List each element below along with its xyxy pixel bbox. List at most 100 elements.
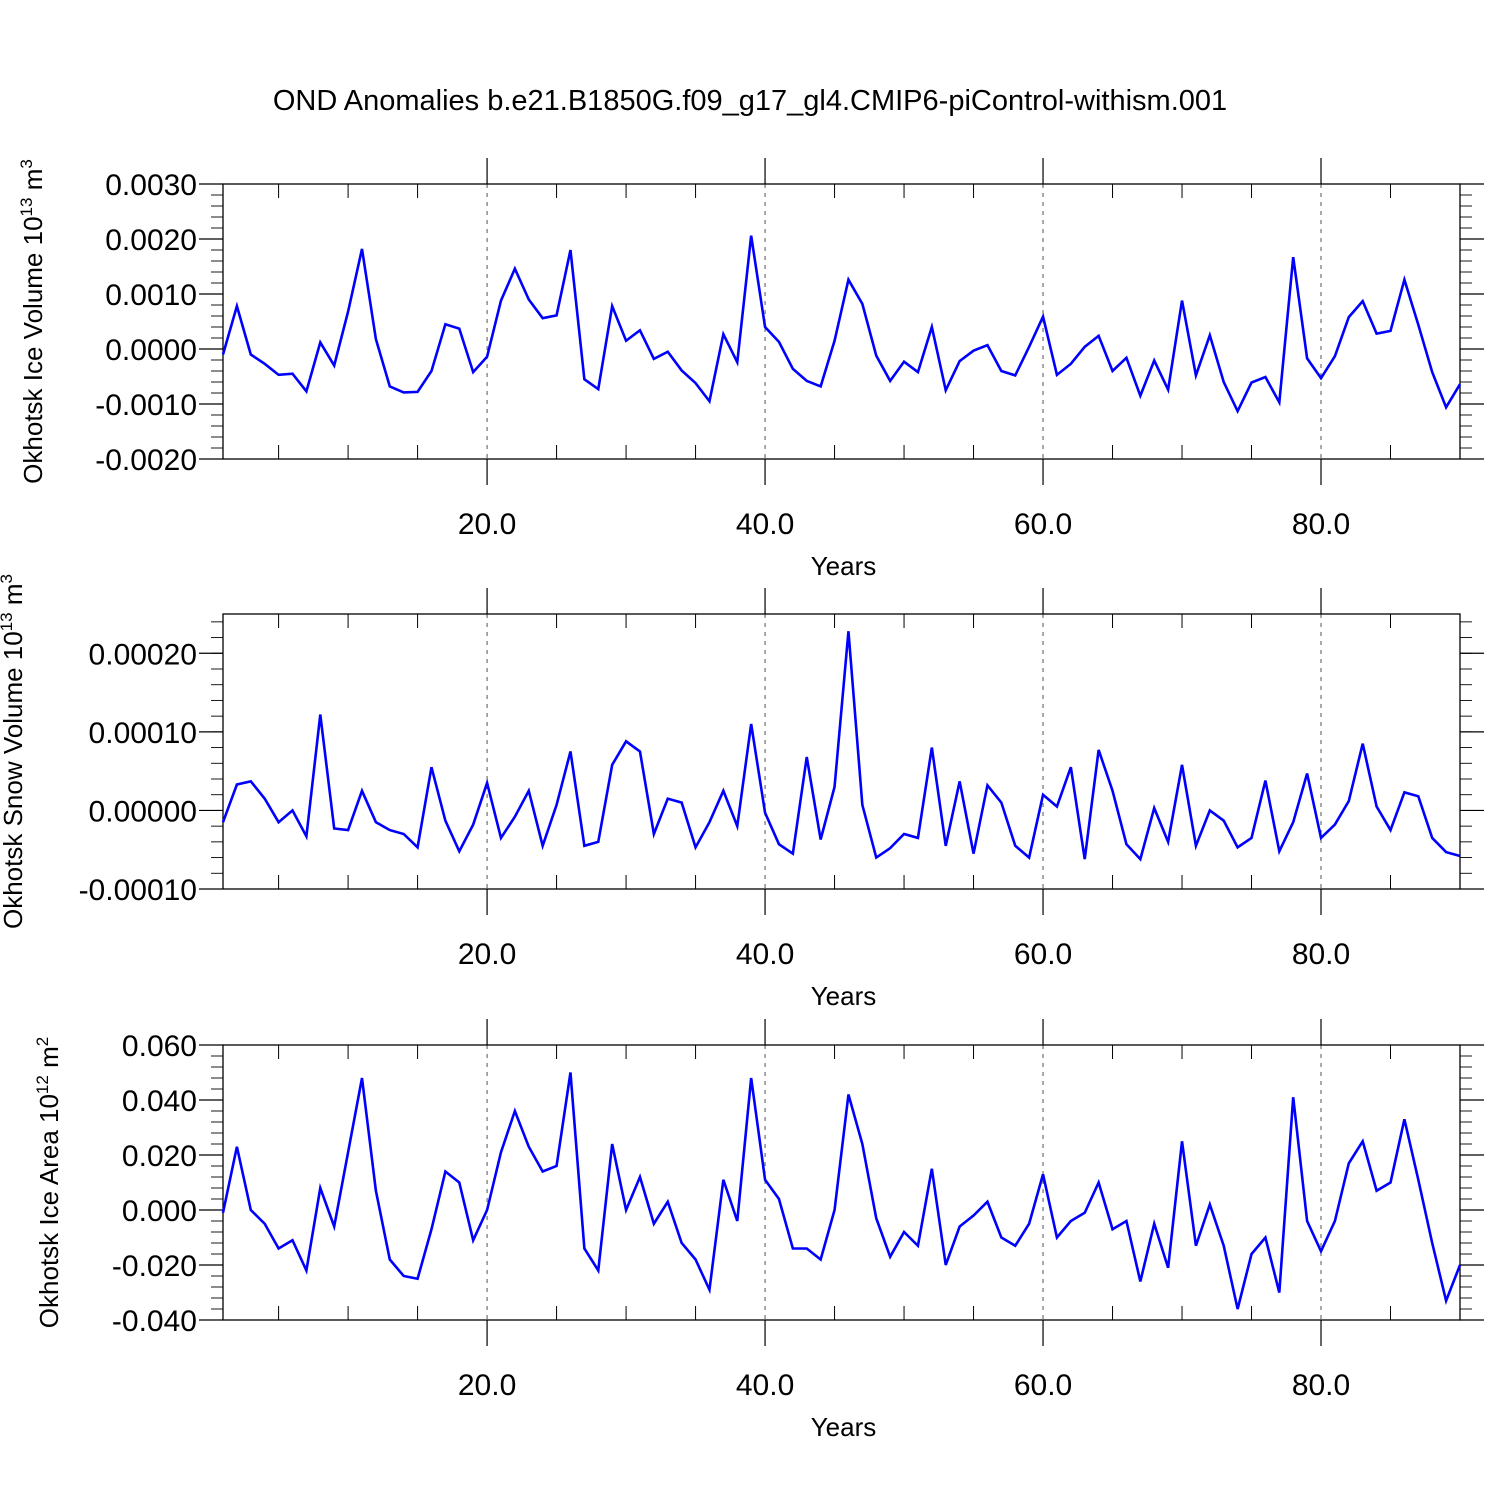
data-point (472, 823, 474, 825)
data-point (903, 833, 905, 835)
data-point (541, 317, 543, 319)
data-point (1111, 790, 1113, 792)
data-point (1348, 316, 1350, 318)
data-point (667, 351, 669, 353)
data-point (931, 746, 933, 748)
data-point (736, 1220, 738, 1222)
data-point (1209, 809, 1211, 811)
data-point (1403, 279, 1405, 281)
y-tick-label: -0.00010 (79, 874, 197, 907)
data-point (597, 1269, 599, 1271)
x-tick-label: 80.0 (1292, 938, 1350, 971)
data-point (1223, 381, 1225, 383)
data-point (806, 756, 808, 758)
data-point (1125, 843, 1127, 845)
data-point (722, 790, 724, 792)
data-point (667, 797, 669, 799)
data-point (1209, 1203, 1211, 1205)
data-point (1278, 401, 1280, 403)
data-point (500, 837, 502, 839)
y-tick-label: 0.0010 (105, 279, 197, 312)
data-point (514, 816, 516, 818)
data-point (319, 341, 321, 343)
data-point (486, 1209, 488, 1211)
x-tick-label: 40.0 (736, 508, 794, 541)
data-point (639, 1176, 641, 1178)
data-point (972, 349, 974, 351)
data-point (389, 1258, 391, 1260)
data-point (917, 1245, 919, 1247)
data-point (1084, 858, 1086, 860)
data-point (1111, 370, 1113, 372)
data-point (889, 847, 891, 849)
data-point (1278, 1291, 1280, 1293)
data-point (958, 780, 960, 782)
data-point (291, 1239, 293, 1241)
data-point (778, 341, 780, 343)
data-point (361, 1077, 363, 1079)
data-point (1097, 1181, 1099, 1183)
data-point (1167, 389, 1169, 391)
data-point (361, 248, 363, 250)
data-point (444, 819, 446, 821)
data-point (1139, 858, 1141, 860)
data-point (319, 1187, 321, 1189)
data-point (430, 1228, 432, 1230)
data-point (861, 303, 863, 305)
data-point (1042, 794, 1044, 796)
data-point (806, 380, 808, 382)
data-point (778, 1198, 780, 1200)
data-point (1056, 1236, 1058, 1238)
data-point (611, 1143, 613, 1145)
data-point (333, 1225, 335, 1227)
y-tick-label: 0.0020 (105, 224, 197, 257)
data-point (819, 1258, 821, 1260)
data-point (1334, 823, 1336, 825)
data-point (917, 837, 919, 839)
data-point (1459, 855, 1461, 857)
data-point (333, 827, 335, 829)
data-point (1306, 772, 1308, 774)
data-point (1181, 1140, 1183, 1142)
data-point (277, 374, 279, 376)
data-point (819, 385, 821, 387)
data-point (917, 371, 919, 373)
data-point (1195, 845, 1197, 847)
data-point (875, 1217, 877, 1219)
data-point (458, 1181, 460, 1183)
data-point (263, 363, 265, 365)
data-point (778, 843, 780, 845)
data-point (1389, 330, 1391, 332)
data-point (1014, 1245, 1016, 1247)
y-tick-label: -0.040 (112, 1305, 197, 1338)
data-point (1292, 256, 1294, 258)
data-point (1014, 374, 1016, 376)
data-point (333, 364, 335, 366)
data-point (680, 801, 682, 803)
data-point (291, 373, 293, 375)
data-point (250, 1209, 252, 1211)
data-point (1250, 381, 1252, 383)
data-point (1167, 1267, 1169, 1269)
data-point (625, 1209, 627, 1211)
data-point (1125, 357, 1127, 359)
y-tick-label: 0.00000 (89, 795, 197, 828)
chart-panel-1: 20.0 40.0 60.0 80.0 -0.0020 -0.0010 0.0000 0.00… (17, 158, 1484, 581)
data-point (1403, 1118, 1405, 1120)
data-point (402, 391, 404, 393)
data-point (277, 821, 279, 823)
data-point (486, 782, 488, 784)
data-point (1250, 837, 1252, 839)
data-point (569, 249, 571, 251)
data-point (694, 1258, 696, 1260)
data-point (1348, 800, 1350, 802)
data-point (222, 1212, 224, 1214)
y-tick-label: 0.040 (122, 1085, 197, 1118)
data-point (597, 388, 599, 390)
data-point (653, 1223, 655, 1225)
data-point (1375, 1190, 1377, 1192)
data-point (1264, 376, 1266, 378)
data-point (1445, 851, 1447, 853)
y-axis-title: Okhotsk Snow Volume 1013 m3 (0, 574, 28, 929)
